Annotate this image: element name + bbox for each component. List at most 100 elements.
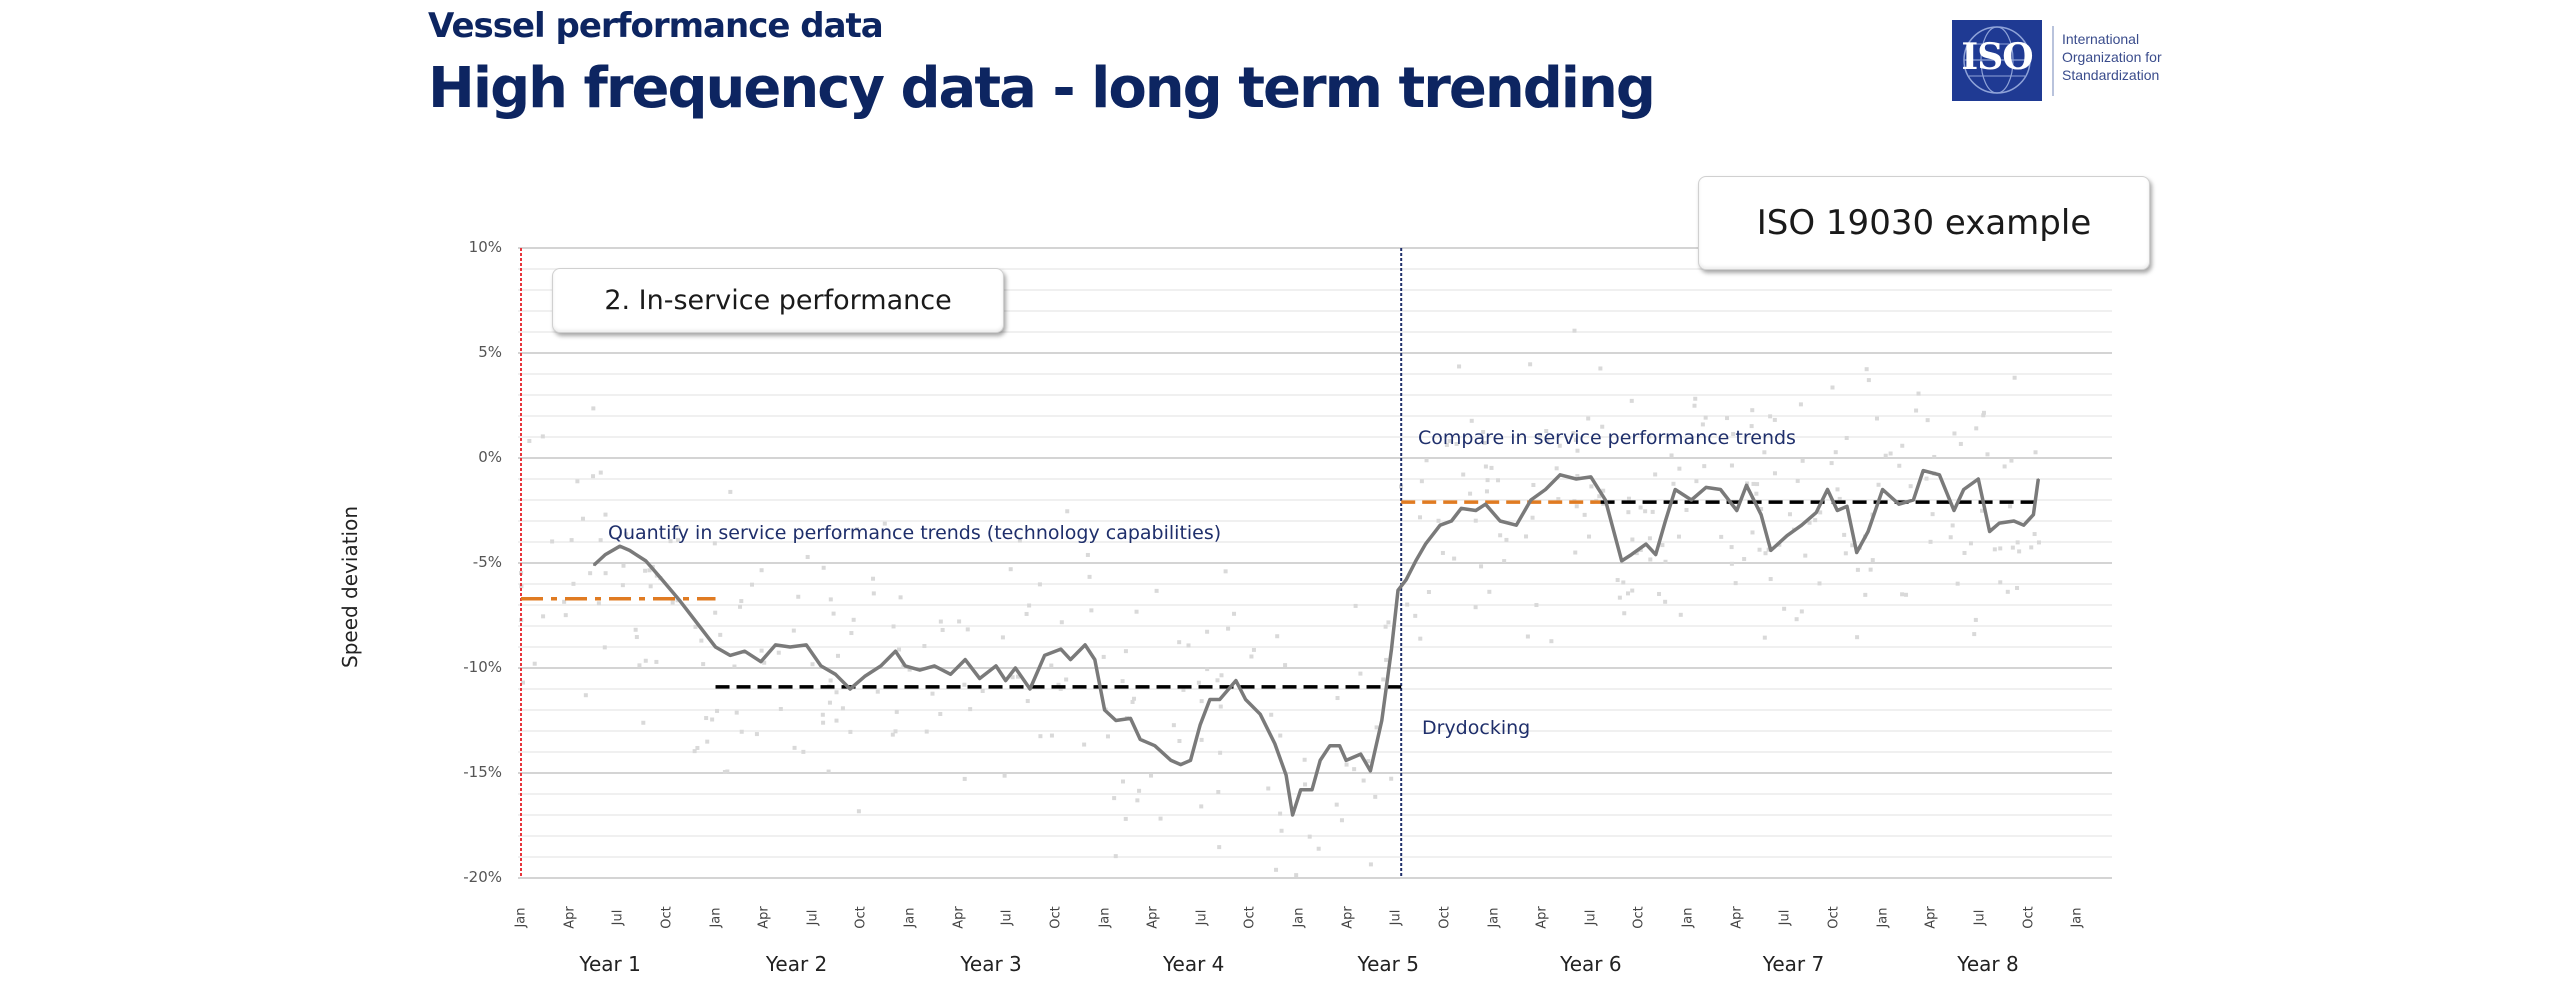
x-tick-label: Jul: [1194, 909, 1210, 926]
logo-text: International Organization for Standardi…: [2062, 30, 2162, 84]
series-point: [1815, 511, 1817, 514]
raw-data-point: [1524, 534, 1529, 539]
raw-data-point: [1483, 464, 1488, 469]
raw-data-point: [1768, 577, 1773, 582]
raw-data-point: [1481, 429, 1486, 434]
series-point: [1179, 763, 1182, 766]
raw-data-point: [1274, 867, 1279, 872]
raw-data-point: [2009, 458, 2014, 463]
raw-data-point: [1223, 569, 1228, 574]
raw-data-point: [1002, 773, 1007, 778]
raw-data-point: [1866, 378, 1871, 383]
raw-data-point: [1647, 434, 1652, 439]
series-point: [714, 646, 717, 648]
raw-data-point: [1772, 417, 1777, 422]
raw-data-point: [922, 644, 927, 649]
series-point: [1855, 551, 1858, 554]
x-tick-label: Apr: [562, 906, 578, 929]
raw-data-point: [1101, 654, 1106, 659]
raw-data-point: [1531, 482, 1536, 487]
raw-data-point: [1638, 505, 1643, 510]
series-point: [1014, 667, 1017, 669]
raw-data-point: [1693, 396, 1698, 401]
raw-data-point: [1648, 557, 1653, 562]
raw-data-point: [2036, 540, 2041, 545]
x-tick-label: Jul: [805, 909, 821, 926]
raw-data-point: [1538, 432, 1543, 437]
series-point: [1380, 719, 1383, 722]
raw-data-point: [898, 595, 903, 600]
logo-line-1: International: [2062, 31, 2140, 47]
raw-data-point: [540, 434, 545, 439]
series-point: [1029, 688, 1031, 690]
raw-data-point: [1855, 567, 1860, 572]
x-tick-label: Jul: [999, 909, 1015, 926]
raw-data-point: [1279, 828, 1284, 833]
raw-data-point: [1817, 581, 1822, 586]
raw-data-point: [1000, 635, 1005, 640]
in-service-performance-callout: 2. In-service performance: [552, 268, 1004, 333]
raw-data-point: [1904, 592, 1909, 597]
raw-data-point: [1058, 686, 1063, 691]
raw-data-point: [882, 521, 887, 526]
series-point: [1559, 474, 1561, 476]
y-tick-label: 5%: [478, 343, 502, 361]
series-point: [1735, 509, 1738, 512]
raw-data-point: [1473, 518, 1478, 523]
raw-data-point: [1900, 592, 1905, 597]
raw-data-point: [1807, 520, 1812, 525]
x-tick-label: Jan: [513, 907, 529, 928]
series-point: [1273, 742, 1276, 745]
series-point: [1922, 469, 1924, 472]
raw-data-point: [641, 720, 646, 725]
raw-data-point: [1181, 687, 1186, 692]
series-point: [1359, 753, 1362, 755]
raw-data-point: [1158, 816, 1163, 821]
raw-data-point: [722, 770, 727, 775]
raw-data-point: [1065, 509, 1070, 514]
series-point: [1139, 738, 1142, 741]
x-tick-label: Jul: [610, 909, 626, 926]
raw-data-point: [1399, 484, 1404, 489]
raw-data-point: [591, 474, 596, 479]
raw-data-point: [1389, 776, 1394, 781]
raw-data-point: [2002, 464, 2007, 469]
raw-data-point: [1504, 537, 1509, 542]
raw-data-point: [1835, 487, 1840, 492]
raw-data-point: [1089, 608, 1094, 613]
raw-data-point: [1383, 624, 1388, 629]
raw-data-point: [826, 769, 831, 774]
raw-data-point: [1120, 679, 1125, 684]
raw-data-point: [718, 632, 723, 637]
raw-data-point: [1916, 391, 1921, 396]
x-tick-label: Jan: [902, 907, 918, 928]
series-point: [1390, 648, 1393, 650]
raw-data-point: [1123, 649, 1128, 654]
raw-data-point: [1787, 512, 1792, 517]
series-point: [1329, 744, 1331, 747]
series-point: [743, 650, 746, 652]
series-point: [1259, 713, 1261, 715]
raw-data-point: [1278, 811, 1283, 816]
raw-data-point: [1660, 543, 1665, 548]
series-point: [1575, 478, 1578, 480]
raw-data-point: [563, 613, 568, 618]
iso-logo: ISO International Organization for Stand…: [1952, 20, 2182, 102]
raw-data-point: [1027, 603, 1032, 608]
raw-data-point: [1468, 491, 1473, 496]
raw-data-point: [1049, 663, 1054, 668]
raw-data-point: [1729, 561, 1734, 566]
raw-data-point: [754, 732, 759, 737]
raw-data-point: [1302, 757, 1307, 762]
raw-data-point: [907, 667, 912, 672]
series-point: [1530, 499, 1532, 501]
series-point: [1499, 520, 1501, 522]
raw-data-point: [1352, 767, 1357, 772]
series-point: [1938, 474, 1941, 476]
x-tick-label: Oct: [659, 906, 675, 929]
raw-data-point: [1384, 657, 1389, 662]
series-point: [1154, 744, 1156, 747]
raw-data-point: [1692, 403, 1697, 408]
raw-data-point: [1932, 454, 1937, 459]
raw-data-point: [1981, 413, 1986, 418]
